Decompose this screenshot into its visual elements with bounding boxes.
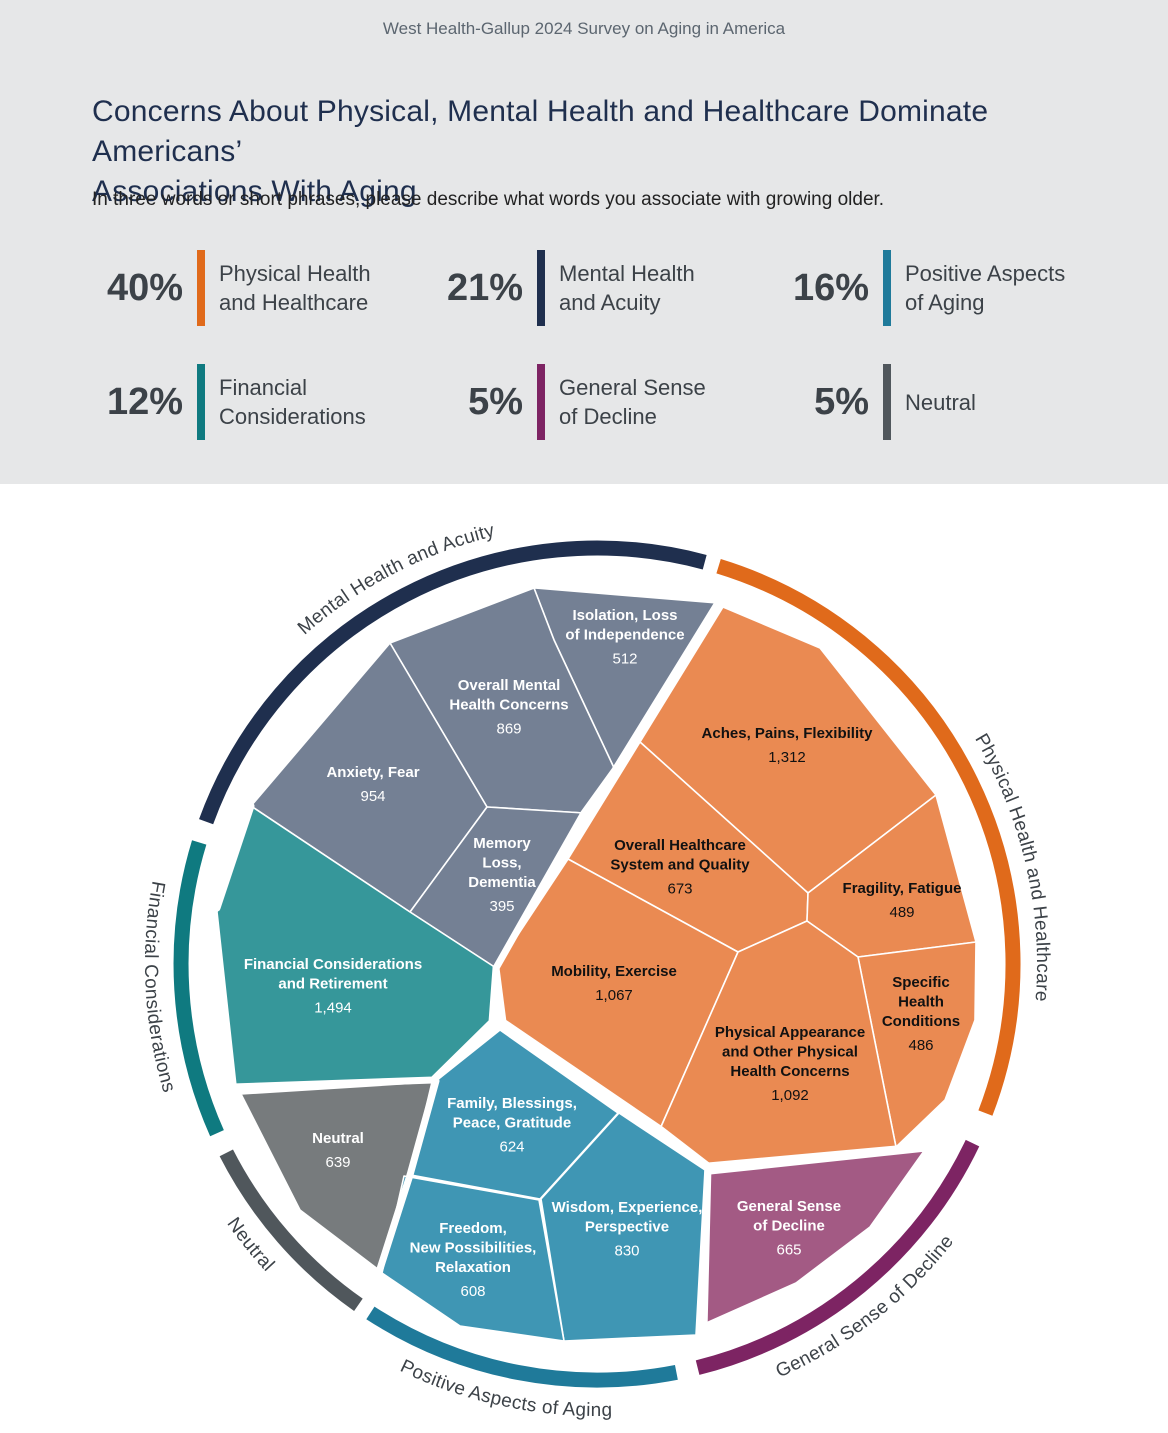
cell-value: 1,067 [595,987,633,1004]
stat-label: Neutral [905,389,976,415]
ring-segment-neutral [219,1149,363,1311]
cell-value: 486 [908,1037,933,1054]
cell-value: 673 [667,881,692,898]
stat-color-bar [883,250,891,326]
stat-label: Positive Aspects of Aging [905,261,1066,315]
cell-value: 954 [360,788,385,805]
cell-label: Aches, Pains, Flexibility [702,725,874,742]
title-line-2: Associations With Aging [92,175,417,208]
category-arc-label: Financial Considerations [140,879,179,1095]
header-panel: West Health-Gallup 2024 Survey on Aging … [0,0,1168,484]
cell-value: 869 [496,721,521,738]
cell-label: Mobility, Exercise [551,963,677,980]
stat-percent: 5% [468,381,523,423]
stat-label: General Sense of Decline [559,375,706,429]
cell-value: 639 [325,1154,350,1171]
ring-segment-physical-health-and-healthcare [716,559,1021,1116]
stat-color-bar [537,364,545,440]
cell-label: Fragility, Fatigue [843,880,962,897]
cell-label: Memory Loss, Dementia [468,835,536,891]
chart-area: Isolation, Loss of Independence 512 Overall… [0,484,1168,1428]
cell-label: General Sense of Decline [737,1198,841,1235]
cell-value: 608 [460,1283,485,1300]
cell-label: Isolation, Loss of Independence [565,607,684,644]
category-border [492,964,934,1170]
cell-label: Overall Healthcare System and Quality [610,837,750,874]
cell-value: 665 [776,1242,801,1259]
cell-label: Family, Blessings, Peace, Gratitude [447,1095,577,1132]
ring-segment-general-sense-of-decline [695,1139,980,1375]
stat-percent: 12% [106,381,183,423]
stat-color-bar [537,250,545,326]
stat-label: Mental Health and Acuity [559,261,695,315]
cell-value: 512 [612,651,637,668]
cell-label: Overall Mental Health Concerns [449,677,568,714]
cell-value: 1,494 [314,1000,352,1017]
cell-label: Wisdom, Experience, Perspective [552,1199,703,1236]
page-title: Concerns About Physical, Mental Health a… [92,92,1132,212]
stat-color-bar [197,364,205,440]
cell-value: 395 [489,898,514,915]
title-line-1: Concerns About Physical, Mental Health a… [92,95,989,168]
stat-label: Physical Health and Healthcare [219,261,371,315]
ring-segment-positive-aspects-of-aging [366,1306,678,1388]
cell-value: 830 [614,1243,639,1260]
cell-label: Physical Appearance and Other Physical Hea… [715,1024,865,1080]
ring-segment-mental-health-and-acuity [199,540,707,825]
category-border [700,1162,712,1334]
survey-name: West Health-Gallup 2024 Survey on Aging … [382,19,786,38]
cell-value: 624 [499,1139,524,1156]
category-border [213,802,255,912]
cell-label: Financial Considerations and Retirement [244,956,422,993]
stat-color-bar [197,250,205,326]
survey-question: In three words or short phrases, please … [92,189,885,210]
cell-label: Anxiety, Fear [326,764,419,781]
stat-percent: 21% [446,267,523,309]
stat-label: Financial Considerations [219,375,366,429]
category-border [375,1077,440,1276]
ring-segment-financial-considerations [173,840,224,1137]
cell-label: Specific Health Conditions [882,974,960,1030]
stat-color-bar [883,364,891,440]
cell-value: 489 [889,904,914,921]
stat-percent: 16% [792,267,869,309]
cell-value: 1,312 [768,749,806,766]
stat-percent: 5% [814,381,869,423]
voronoi-treemap-chart: Isolation, Loss of Independence 512 Overall… [140,520,1053,1421]
stat-percent: 40% [106,267,183,309]
cell-label: Neutral [312,1130,364,1147]
cell-value: 1,092 [771,1087,809,1104]
cell-label: Freedom, New Possibilities, Relaxation [410,1220,537,1276]
